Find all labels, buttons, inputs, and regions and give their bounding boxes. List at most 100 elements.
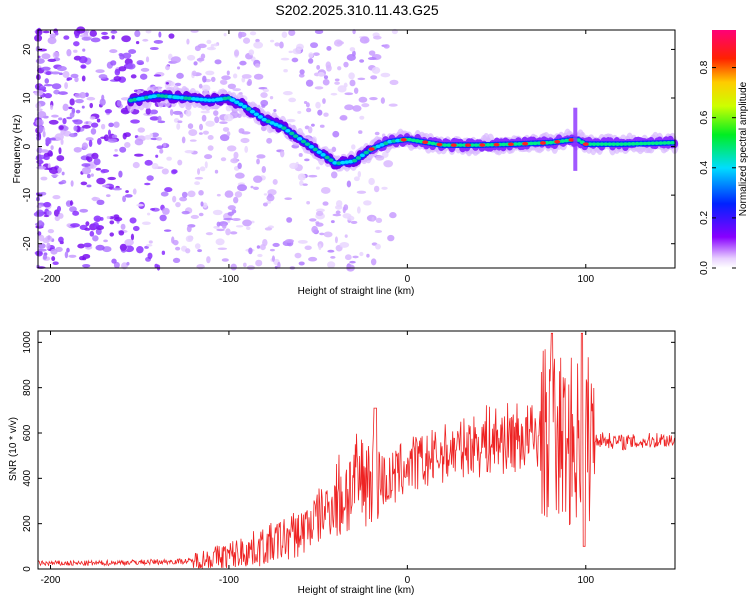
speckle xyxy=(68,254,77,258)
speckle xyxy=(128,49,137,55)
speckle xyxy=(144,245,149,249)
speckle xyxy=(82,263,91,268)
speckle xyxy=(196,57,205,62)
speckle xyxy=(98,74,108,79)
speckle xyxy=(39,86,47,90)
speckle xyxy=(74,76,79,83)
speckle xyxy=(312,52,320,56)
speckle xyxy=(297,173,306,181)
speckle xyxy=(327,249,335,253)
speckle xyxy=(132,161,140,169)
ridge-peak xyxy=(210,98,216,102)
speckle xyxy=(78,56,88,64)
speckle xyxy=(54,133,64,141)
speckle xyxy=(73,125,78,132)
ridge-peak xyxy=(611,142,617,146)
speckle xyxy=(200,201,204,207)
speckle xyxy=(103,239,108,243)
speckle xyxy=(136,203,144,207)
ridge-peak xyxy=(446,143,452,147)
speckle xyxy=(186,38,190,45)
speckle xyxy=(331,146,337,153)
speckle xyxy=(267,193,273,198)
speckle xyxy=(144,159,153,166)
ridge-peak xyxy=(669,140,676,145)
ridge-peak xyxy=(387,139,393,144)
speckle xyxy=(210,76,216,82)
speckle xyxy=(52,51,60,59)
speckle xyxy=(322,98,326,104)
speckle xyxy=(305,79,314,87)
speckle xyxy=(381,151,389,158)
ridge-peak xyxy=(528,141,534,146)
speckle xyxy=(44,78,50,84)
ridge-peak xyxy=(273,122,279,127)
speckle xyxy=(224,190,234,198)
ridge-peak xyxy=(351,158,358,163)
ridge-hotspot xyxy=(522,141,529,146)
speckle xyxy=(244,145,249,153)
speckle xyxy=(122,195,127,203)
ridge-hotspot xyxy=(465,143,472,147)
speckle xyxy=(277,261,281,269)
ridge-hotspot xyxy=(368,147,375,151)
speckle xyxy=(198,212,204,217)
ridge-peak xyxy=(277,124,283,128)
speckle xyxy=(166,156,172,161)
speckle xyxy=(130,233,135,241)
ridge-hotspot xyxy=(422,140,429,144)
speckle xyxy=(156,137,163,141)
ridge-peak xyxy=(132,97,138,102)
speckle xyxy=(375,217,383,224)
speckle xyxy=(137,62,144,65)
speckle xyxy=(388,103,398,107)
speckle xyxy=(226,131,231,137)
speckle xyxy=(172,110,183,115)
speckle xyxy=(111,134,118,139)
speckle xyxy=(343,204,349,211)
ridge-hotspot xyxy=(493,142,500,147)
speckle xyxy=(85,156,90,161)
speckle xyxy=(239,60,247,66)
speckle xyxy=(101,31,108,35)
speckle xyxy=(198,83,203,89)
speckle xyxy=(253,186,259,190)
speckle xyxy=(352,50,356,57)
speckle xyxy=(125,190,129,194)
ridge-peak xyxy=(587,142,593,146)
speckle xyxy=(297,110,302,114)
y-tick-label: 800 xyxy=(22,379,33,396)
ridge-peak xyxy=(257,115,263,119)
speckle xyxy=(108,122,114,128)
speckle xyxy=(119,243,128,251)
speckle xyxy=(36,133,42,137)
chart-title: S202.2025.310.11.43.G25 xyxy=(275,2,438,18)
speckle xyxy=(227,205,236,211)
speckle xyxy=(89,116,96,120)
ridge-peak xyxy=(167,94,173,99)
ridge-peak xyxy=(324,155,330,160)
speckle xyxy=(273,109,277,113)
speckle xyxy=(188,129,198,137)
speckle xyxy=(308,256,318,262)
speckle xyxy=(359,59,365,63)
ridge-peak xyxy=(183,96,189,100)
speckle xyxy=(185,109,192,117)
ridge-peak xyxy=(501,142,507,147)
speckle xyxy=(69,200,73,206)
speckle xyxy=(42,130,46,138)
speckle xyxy=(42,30,50,34)
speckle xyxy=(206,256,211,264)
speckle xyxy=(308,52,314,58)
speckle xyxy=(62,103,69,112)
speckle xyxy=(214,169,219,174)
speckle xyxy=(35,209,44,217)
speckle xyxy=(199,166,206,172)
speckle xyxy=(250,185,254,189)
speckle xyxy=(57,167,62,173)
speckle xyxy=(387,234,395,242)
speckle xyxy=(201,84,211,92)
speckle xyxy=(145,107,152,115)
speckle xyxy=(349,47,356,52)
speckle xyxy=(323,112,329,117)
